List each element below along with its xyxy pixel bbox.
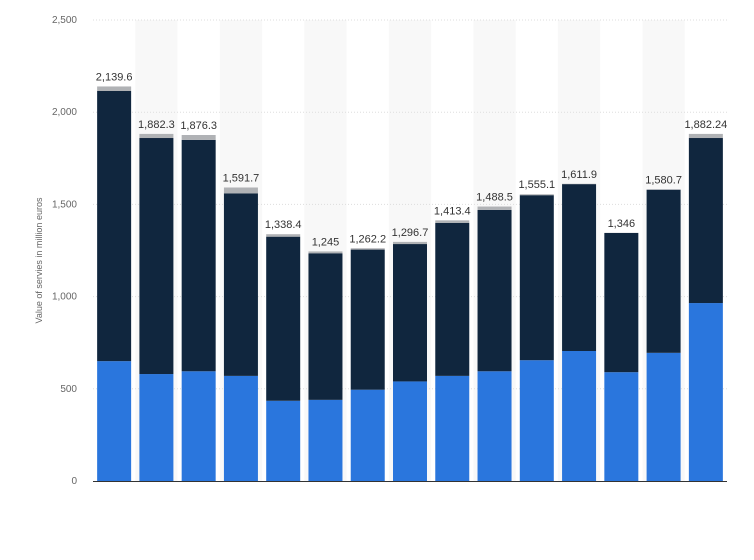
y-tick-label: 2,500	[52, 15, 77, 26]
bar-segment	[266, 236, 301, 401]
y-tick-label: 0	[71, 476, 77, 487]
bar-segment	[181, 139, 216, 372]
bar-segment	[97, 90, 132, 362]
bar-segment	[393, 381, 427, 481]
total-label: 1,245	[312, 236, 340, 248]
total-label: 1,338.4	[265, 219, 302, 231]
bar-segment	[308, 253, 343, 400]
bars	[97, 86, 723, 481]
bar-segment	[519, 195, 554, 361]
y-tick-label: 1,500	[52, 199, 77, 210]
bar-segment	[435, 220, 470, 223]
bar-segment	[519, 194, 554, 196]
total-label: 1,580.7	[645, 175, 682, 187]
bar-segment	[604, 372, 639, 481]
bar-segment	[477, 371, 512, 481]
bar-segment	[646, 189, 681, 353]
y-tick-label: 500	[60, 384, 77, 395]
total-label: 1,488.5	[476, 192, 513, 204]
bar-segment	[223, 375, 258, 481]
bar-segment	[223, 193, 258, 376]
total-label: 1,591.7	[223, 172, 260, 184]
bar-segment	[266, 400, 301, 481]
bar-segment	[435, 375, 470, 481]
total-label: 1,882.24	[684, 119, 727, 131]
y-axis-ticks: 0 500 1,000 1,500 2,000 2,500	[52, 15, 77, 487]
bar-segment	[688, 138, 723, 304]
bar-segment	[688, 303, 723, 481]
total-label: 1,876.3	[180, 120, 217, 132]
total-label: 1,555.1	[518, 179, 555, 191]
bar-segment	[688, 133, 723, 139]
total-label: 1,296.7	[392, 227, 429, 239]
bar-segment	[350, 249, 385, 390]
bar-segment	[308, 399, 343, 481]
bar-segment	[139, 133, 174, 139]
bar-segment	[562, 350, 597, 481]
bar-segment	[477, 206, 512, 210]
bar-segment	[519, 360, 554, 481]
bar-segment	[604, 232, 639, 373]
total-label: 1,262.2	[349, 233, 386, 245]
data-labels: 2,139.6 1,882.3 1,876.3 1,591.7 1,338.4 1,245…	[96, 71, 727, 248]
bar-segment	[393, 241, 427, 245]
bar-segment	[393, 244, 427, 382]
bar-segment	[350, 248, 385, 250]
bar-segment	[223, 187, 258, 194]
total-label: 2,139.6	[96, 71, 133, 83]
bar-segment	[181, 135, 216, 140]
bar-segment	[646, 352, 681, 481]
total-label: 1,882.3	[138, 119, 175, 131]
total-label: 1,611.9	[561, 169, 597, 181]
y-tick-label: 1,000	[52, 292, 77, 303]
bar-segment	[435, 222, 470, 376]
bar-segment	[266, 234, 301, 237]
bar-segment	[350, 389, 385, 481]
bar-segment	[477, 209, 512, 372]
y-axis-title: Value of servies in million euros	[34, 197, 44, 323]
bar-segment	[181, 371, 216, 481]
total-label: 1,346	[608, 218, 636, 230]
bar-segment	[139, 374, 174, 481]
bar-segment	[562, 184, 597, 351]
bar-segment	[97, 361, 132, 481]
bar-segment	[308, 251, 343, 254]
bar-segment	[97, 86, 132, 91]
y-tick-label: 2,000	[52, 107, 77, 118]
bar-segment	[139, 138, 174, 375]
total-label: 1,413.4	[434, 205, 471, 217]
